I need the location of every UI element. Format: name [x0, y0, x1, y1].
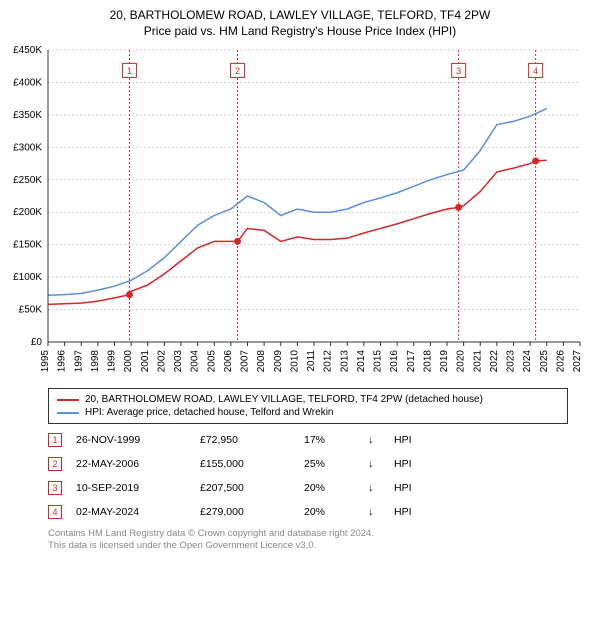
svg-text:2017: 2017	[406, 350, 417, 373]
svg-text:£350K: £350K	[13, 110, 42, 121]
licence-line2: This data is licensed under the Open Gov…	[48, 540, 568, 552]
event-row: 1 26-NOV-1999 £72,950 17% ↓ HPI	[48, 428, 568, 452]
event-price: £155,000	[200, 458, 290, 470]
svg-text:2006: 2006	[223, 350, 234, 373]
legend-label: HPI: Average price, detached house, Telf…	[85, 407, 334, 418]
svg-text:2002: 2002	[156, 350, 167, 373]
svg-text:£400K: £400K	[13, 77, 42, 88]
licence-line1: Contains HM Land Registry data © Crown c…	[48, 528, 568, 540]
svg-text:2026: 2026	[555, 350, 566, 373]
svg-text:2014: 2014	[356, 350, 367, 373]
legend: 20, BARTHOLOMEW ROAD, LAWLEY VILLAGE, TE…	[48, 388, 568, 424]
event-pct: 20%	[304, 506, 354, 518]
event-marker: 2	[48, 457, 62, 471]
event-row: 2 22-MAY-2006 £155,000 25% ↓ HPI	[48, 452, 568, 476]
svg-text:2019: 2019	[439, 350, 450, 373]
svg-text:2005: 2005	[206, 350, 217, 373]
svg-text:4: 4	[533, 66, 538, 76]
svg-text:2015: 2015	[373, 350, 384, 373]
legend-swatch	[57, 399, 79, 401]
licence: Contains HM Land Registry data © Crown c…	[48, 528, 568, 553]
svg-text:2027: 2027	[572, 350, 583, 373]
svg-text:2008: 2008	[256, 350, 267, 373]
svg-text:2022: 2022	[489, 350, 500, 373]
event-price: £207,500	[200, 482, 290, 494]
svg-text:1999: 1999	[107, 350, 118, 373]
titles: 20, BARTHOLOMEW ROAD, LAWLEY VILLAGE, TE…	[0, 0, 600, 42]
svg-text:2007: 2007	[240, 350, 251, 373]
svg-text:2000: 2000	[123, 350, 134, 373]
event-date: 02-MAY-2024	[76, 506, 186, 518]
svg-text:3: 3	[456, 66, 461, 76]
event-row: 3 10-SEP-2019 £207,500 20% ↓ HPI	[48, 476, 568, 500]
svg-text:2012: 2012	[323, 350, 334, 373]
svg-text:1996: 1996	[57, 350, 68, 373]
svg-text:2004: 2004	[190, 350, 201, 373]
svg-text:2001: 2001	[140, 350, 151, 373]
svg-text:2010: 2010	[289, 350, 300, 373]
event-date: 22-MAY-2006	[76, 458, 186, 470]
events-table: 1 26-NOV-1999 £72,950 17% ↓ HPI 2 22-MAY-2006 £1…	[48, 428, 568, 524]
svg-text:2011: 2011	[306, 350, 317, 372]
down-arrow-icon: ↓	[368, 506, 380, 518]
chart-area: £0 £50K £100K £150K £200K £250K £300K £350K £400…	[0, 42, 600, 382]
svg-text:£100K: £100K	[13, 272, 42, 283]
svg-text:£300K: £300K	[13, 142, 42, 153]
event-hpi-label: HPI	[394, 458, 412, 470]
svg-text:£450K: £450K	[13, 45, 42, 56]
event-price: £279,000	[200, 506, 290, 518]
title-sub: Price paid vs. HM Land Registry's House …	[10, 24, 590, 38]
event-marker: 4	[48, 505, 62, 519]
event-hpi-label: HPI	[394, 482, 412, 494]
svg-text:£0: £0	[31, 337, 43, 348]
svg-text:2020: 2020	[456, 350, 467, 373]
svg-text:2009: 2009	[273, 350, 284, 373]
legend-label: 20, BARTHOLOMEW ROAD, LAWLEY VILLAGE, TE…	[85, 394, 483, 405]
event-date: 26-NOV-1999	[76, 434, 186, 446]
svg-text:2024: 2024	[522, 350, 533, 373]
event-price: £72,950	[200, 434, 290, 446]
svg-text:2: 2	[235, 66, 240, 76]
svg-text:1: 1	[127, 66, 132, 76]
down-arrow-icon: ↓	[368, 482, 380, 494]
svg-text:£250K: £250K	[13, 175, 42, 186]
event-row: 4 02-MAY-2024 £279,000 20% ↓ HPI	[48, 500, 568, 524]
event-pct: 17%	[304, 434, 354, 446]
title-main: 20, BARTHOLOMEW ROAD, LAWLEY VILLAGE, TE…	[10, 8, 590, 22]
svg-text:2003: 2003	[173, 350, 184, 373]
legend-row: 20, BARTHOLOMEW ROAD, LAWLEY VILLAGE, TE…	[57, 393, 559, 406]
svg-text:£50K: £50K	[19, 305, 43, 316]
event-marker: 3	[48, 481, 62, 495]
event-hpi-label: HPI	[394, 434, 412, 446]
svg-text:2018: 2018	[422, 350, 433, 373]
svg-text:2013: 2013	[339, 350, 350, 373]
event-date: 10-SEP-2019	[76, 482, 186, 494]
event-pct: 25%	[304, 458, 354, 470]
legend-swatch	[57, 412, 79, 414]
svg-text:£150K: £150K	[13, 240, 42, 251]
svg-text:2023: 2023	[506, 350, 517, 373]
down-arrow-icon: ↓	[368, 458, 380, 470]
svg-text:1995: 1995	[40, 350, 51, 373]
svg-text:2016: 2016	[389, 350, 400, 373]
down-arrow-icon: ↓	[368, 434, 380, 446]
svg-text:2025: 2025	[539, 350, 550, 373]
chart-container: 20, BARTHOLOMEW ROAD, LAWLEY VILLAGE, TE…	[0, 0, 600, 553]
svg-text:2021: 2021	[472, 350, 483, 373]
svg-text:1997: 1997	[73, 350, 84, 373]
event-marker: 1	[48, 433, 62, 447]
event-pct: 20%	[304, 482, 354, 494]
chart-svg: £0 £50K £100K £150K £200K £250K £300K £350K £400…	[0, 42, 600, 382]
event-hpi-label: HPI	[394, 506, 412, 518]
svg-text:£200K: £200K	[13, 207, 42, 218]
svg-text:1998: 1998	[90, 350, 101, 373]
legend-row: HPI: Average price, detached house, Telf…	[57, 406, 559, 419]
